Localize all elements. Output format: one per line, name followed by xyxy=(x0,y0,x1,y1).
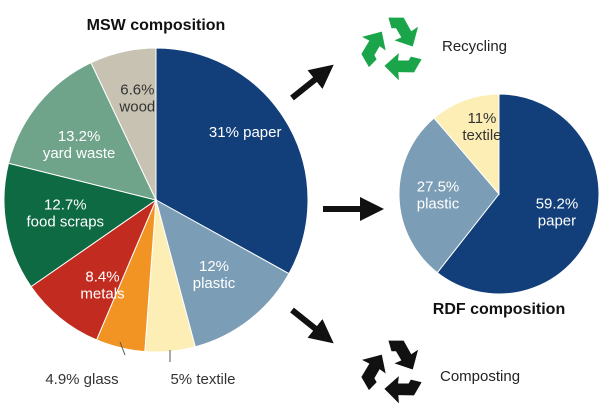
msw-label-yard-waste: 13.2% yard waste xyxy=(43,128,116,162)
msw-chart-title: MSW composition xyxy=(87,17,226,34)
msw-label-wood-line: 6.6% xyxy=(120,82,154,99)
msw-label-food-scraps: 12.7% food scraps xyxy=(27,196,105,230)
rdf-label-paper: 59.2% paper xyxy=(536,195,579,229)
rdf-label-plastic-line: plastic xyxy=(417,196,460,213)
msw-label-glass-line: 4.9% glass xyxy=(45,371,118,388)
rdf-label-paper-line: paper xyxy=(538,212,576,229)
glass-leader-line xyxy=(119,341,126,356)
arrow-to-composting xyxy=(290,307,334,344)
rdf-label-plastic: 27.5% plastic xyxy=(417,179,460,213)
arrow-to-recycling xyxy=(290,64,334,101)
rdf-chart-title: RDF composition xyxy=(433,301,565,318)
msw-pie xyxy=(3,47,309,353)
msw-label-plastic: 12% plastic xyxy=(193,258,236,292)
msw-slice-food-scraps xyxy=(3,162,158,288)
composting-icon xyxy=(355,340,422,408)
rdf-label-paper-line: 59.2% xyxy=(536,195,579,212)
rdf-slice-textile xyxy=(433,93,500,196)
msw-label-paper-line: 31% paper xyxy=(209,124,282,141)
msw-label-textile-line: 5% textile xyxy=(170,371,235,388)
msw-label-food-scraps-line: 12.7% xyxy=(44,196,87,213)
msw-label-textile: 5% textile xyxy=(170,371,235,388)
msw-slice-paper xyxy=(155,47,309,275)
msw-label-wood-line: wood xyxy=(118,99,155,116)
msw-pie-labels: 31% paper 12% plastic 5% textile 4.9% glass 8… xyxy=(27,82,282,388)
msw-label-yard-waste-line: yard waste xyxy=(43,145,116,162)
msw-slice-plastic xyxy=(155,198,290,348)
msw-label-plastic-line: plastic xyxy=(193,275,236,292)
msw-slice-metals xyxy=(30,198,158,341)
rdf-label-plastic-line: 27.5% xyxy=(417,179,460,196)
msw-label-food-scraps-line: food scraps xyxy=(27,213,105,230)
rdf-slice-plastic xyxy=(398,117,500,274)
rdf-pie xyxy=(398,93,600,295)
rdf-label-textile: 11% textile xyxy=(462,110,501,144)
recycling-icon xyxy=(355,17,422,85)
msw-label-metals-line: metals xyxy=(80,286,124,303)
msw-label-paper: 31% paper xyxy=(209,124,282,141)
composting-label: Composting xyxy=(440,368,520,385)
msw-label-metals: 8.4% metals xyxy=(80,269,124,303)
rdf-slice-paper xyxy=(436,93,600,295)
rdf-pie-labels: 59.2% paper 27.5% plastic 11% textile xyxy=(417,110,579,230)
msw-slice-yard-waste xyxy=(7,61,157,201)
msw-label-glass: 4.9% glass xyxy=(45,371,118,388)
msw-label-metals-line: 8.4% xyxy=(85,269,119,286)
rdf-label-textile-line: textile xyxy=(462,127,501,144)
rdf-label-textile-line: 11% xyxy=(467,110,496,127)
msw-slice-wood xyxy=(90,47,157,201)
msw-label-plastic-line: 12% xyxy=(199,258,229,275)
msw-label-yard-waste-line: 13.2% xyxy=(58,128,101,145)
msw-label-wood: 6.6% wood xyxy=(118,82,155,116)
recycling-label: Recycling xyxy=(442,38,507,55)
